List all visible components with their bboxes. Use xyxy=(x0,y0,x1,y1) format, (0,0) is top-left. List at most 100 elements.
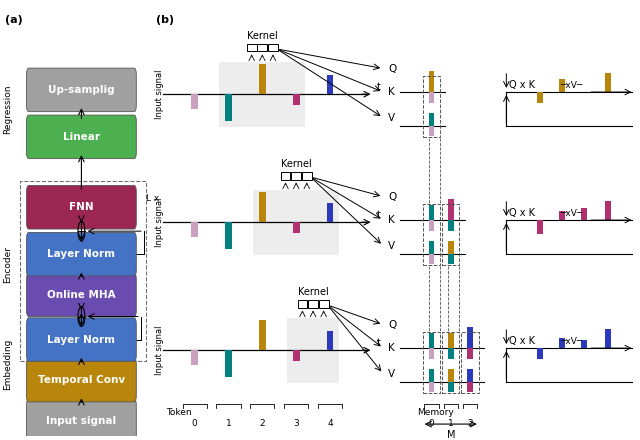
Bar xyxy=(225,350,232,378)
Bar xyxy=(537,348,543,359)
Bar xyxy=(559,211,565,220)
Bar xyxy=(559,338,565,348)
Text: Q x K: Q x K xyxy=(509,336,535,346)
Text: (b): (b) xyxy=(156,15,174,25)
Bar xyxy=(429,220,435,231)
Bar xyxy=(259,64,266,94)
Bar xyxy=(247,44,257,51)
Text: Online MHA: Online MHA xyxy=(47,290,116,300)
Bar xyxy=(537,92,543,103)
Bar xyxy=(429,77,435,92)
Bar xyxy=(605,329,611,348)
Bar xyxy=(308,301,318,308)
Bar xyxy=(605,73,611,92)
Bar xyxy=(302,172,312,180)
Text: Input signal: Input signal xyxy=(155,70,164,119)
Bar xyxy=(326,75,333,94)
Bar xyxy=(448,205,454,220)
Bar xyxy=(467,348,473,359)
Bar xyxy=(429,205,435,220)
Text: Encoder: Encoder xyxy=(3,246,12,283)
Bar xyxy=(448,241,454,254)
FancyBboxPatch shape xyxy=(26,232,136,276)
Bar xyxy=(448,333,454,348)
Bar xyxy=(448,220,454,231)
Bar xyxy=(268,44,278,51)
Bar xyxy=(429,333,435,348)
Bar xyxy=(20,181,146,361)
Text: Kernel: Kernel xyxy=(281,159,312,169)
Bar xyxy=(423,332,440,393)
Text: L x: L x xyxy=(147,194,159,203)
Text: Memory: Memory xyxy=(417,407,454,417)
Text: ─xV─: ─xV─ xyxy=(561,209,582,218)
Text: t: t xyxy=(377,210,381,220)
Bar xyxy=(448,199,454,220)
Bar xyxy=(448,369,454,382)
Text: 4: 4 xyxy=(327,418,333,428)
Text: t: t xyxy=(377,338,381,348)
Text: M: M xyxy=(447,430,455,440)
Bar xyxy=(605,201,611,220)
Bar xyxy=(291,172,301,180)
Bar xyxy=(423,204,440,265)
Bar xyxy=(448,254,454,264)
Bar xyxy=(580,208,587,220)
Text: Token: Token xyxy=(166,407,191,417)
Text: Input signal: Input signal xyxy=(155,198,164,247)
Bar xyxy=(191,222,198,237)
Text: ─xV─: ─xV─ xyxy=(561,81,582,90)
FancyBboxPatch shape xyxy=(26,115,136,158)
Bar xyxy=(467,382,473,392)
Text: V: V xyxy=(388,113,395,123)
Bar xyxy=(442,332,460,393)
Bar xyxy=(429,92,435,103)
Bar xyxy=(467,369,473,382)
Text: Regression: Regression xyxy=(3,84,12,134)
Text: 1: 1 xyxy=(448,418,454,428)
Text: 2: 2 xyxy=(259,418,265,428)
FancyBboxPatch shape xyxy=(26,399,136,440)
Text: 0: 0 xyxy=(192,418,198,428)
Text: Q: Q xyxy=(388,191,396,202)
FancyBboxPatch shape xyxy=(26,68,136,112)
Bar xyxy=(292,222,300,233)
Bar xyxy=(191,350,198,365)
Text: V: V xyxy=(388,241,395,251)
Bar xyxy=(287,318,339,383)
Bar xyxy=(467,333,473,348)
Bar xyxy=(225,222,232,249)
Text: Input signal: Input signal xyxy=(46,416,116,425)
Bar xyxy=(448,382,454,392)
Bar xyxy=(292,94,300,105)
Text: Kernel: Kernel xyxy=(247,31,278,41)
Bar xyxy=(326,203,333,222)
Bar xyxy=(429,348,435,359)
FancyBboxPatch shape xyxy=(26,186,136,229)
Bar xyxy=(429,241,435,254)
Bar xyxy=(429,71,435,92)
Bar xyxy=(220,62,305,127)
Bar xyxy=(442,204,460,265)
Text: K: K xyxy=(388,215,395,225)
FancyBboxPatch shape xyxy=(26,273,136,316)
Text: 1: 1 xyxy=(226,418,232,428)
Text: 2: 2 xyxy=(467,418,473,428)
Bar xyxy=(559,79,565,92)
Text: Linear: Linear xyxy=(63,132,100,142)
Text: Q: Q xyxy=(388,63,396,73)
Text: Layer Norm: Layer Norm xyxy=(47,249,115,259)
Text: FNN: FNN xyxy=(69,202,93,212)
Text: Kernel: Kernel xyxy=(298,287,328,297)
Text: (a): (a) xyxy=(4,15,22,25)
Bar xyxy=(580,340,587,348)
Text: t: t xyxy=(377,82,381,92)
Bar xyxy=(448,348,454,359)
Bar xyxy=(423,76,440,137)
Bar xyxy=(259,320,266,350)
Bar xyxy=(298,301,307,308)
Bar xyxy=(429,113,435,126)
Bar xyxy=(461,332,479,393)
Bar xyxy=(225,94,232,121)
Text: K: K xyxy=(388,87,395,97)
